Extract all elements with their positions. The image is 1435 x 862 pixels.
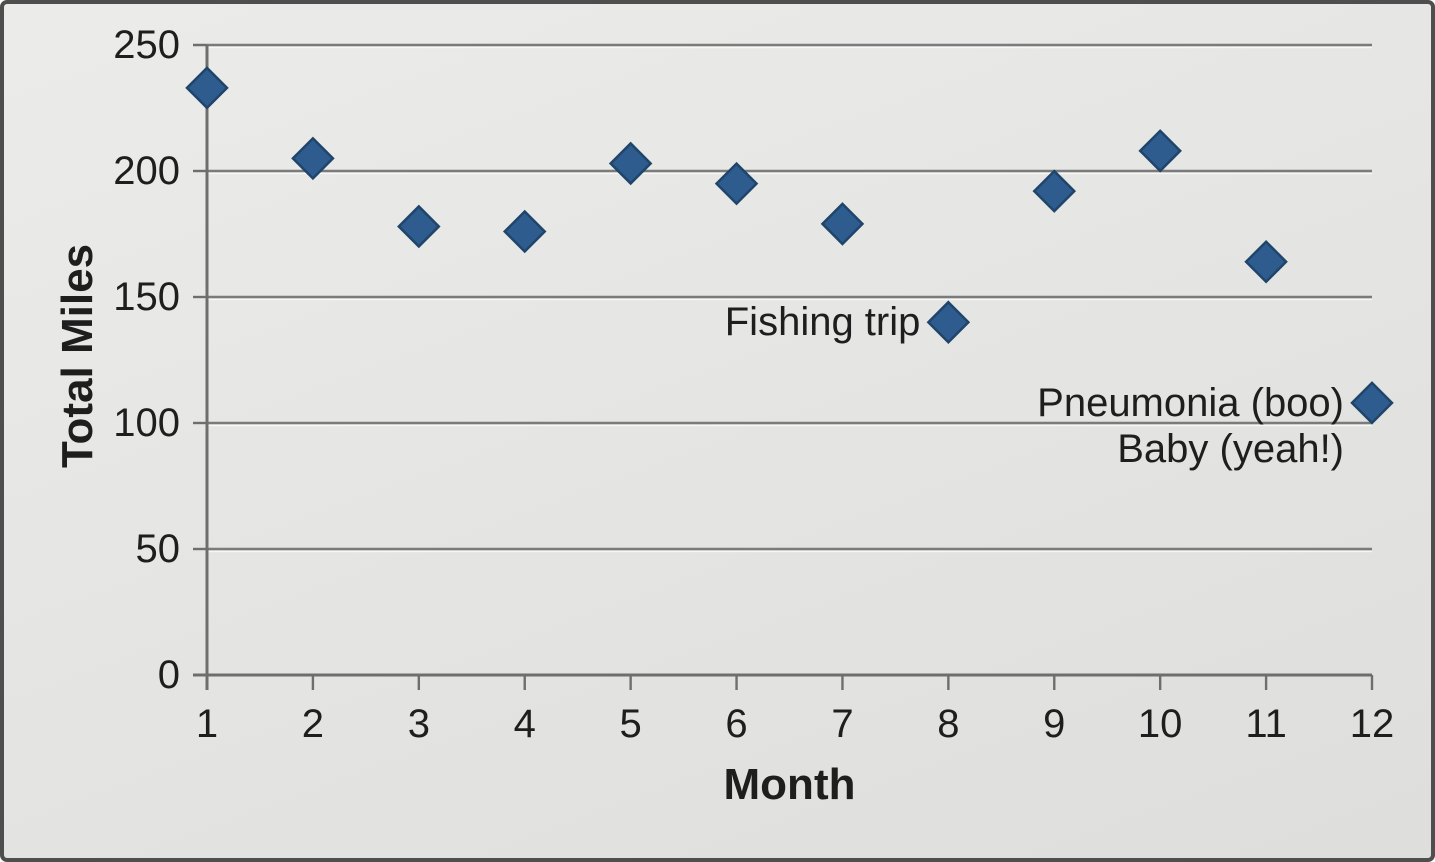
annotation: Pneumonia (boo) Baby (yeah!): [1037, 380, 1344, 472]
y-axis-title: Total Miles: [53, 243, 102, 469]
x-tick-label: 10: [1137, 702, 1183, 746]
x-tick-label: 8: [937, 702, 960, 746]
x-tick-label: 5: [619, 702, 642, 746]
x-tick-label: 9: [1043, 702, 1066, 746]
data-point-marker: [502, 209, 547, 254]
data-point-marker: [714, 161, 759, 206]
x-tick-label: 2: [301, 702, 325, 746]
x-tick-label: 4: [513, 702, 536, 746]
x-tick-label: 12: [1349, 702, 1395, 746]
y-tick-label: 200: [113, 149, 180, 193]
data-point-marker: [608, 141, 653, 186]
data-point-marker: [1244, 239, 1288, 284]
data-point-marker: [291, 136, 335, 181]
x-tick-label: 7: [831, 702, 854, 746]
y-tick-label: 150: [113, 275, 180, 319]
x-tick-label: 1: [195, 702, 219, 746]
annotation: Fishing trip: [725, 299, 921, 345]
y-tick-label: 250: [113, 23, 180, 67]
data-point-marker: [926, 300, 971, 344]
x-tick-label: 6: [725, 702, 748, 746]
x-tick-label: 3: [407, 702, 430, 746]
y-tick-label: 100: [113, 401, 180, 445]
x-axis-title: Month: [723, 760, 856, 809]
y-tick-label: 0: [157, 653, 180, 697]
data-point-marker: [820, 202, 865, 246]
data-point-marker: [185, 66, 229, 110]
annotation-line: Pneumonia (boo): [1037, 380, 1344, 425]
x-tick-label: 11: [1245, 702, 1287, 746]
annotation-line: Baby (yeah!): [1117, 426, 1344, 471]
scatter-plot: [185, 43, 1394, 690]
annotation-line: Fishing trip: [724, 300, 921, 345]
data-point-marker: [1138, 129, 1182, 173]
data-point-marker: [397, 204, 441, 249]
y-tick-label: 50: [135, 527, 181, 571]
data-point-marker: [1350, 381, 1394, 425]
data-point-marker: [1032, 169, 1077, 213]
